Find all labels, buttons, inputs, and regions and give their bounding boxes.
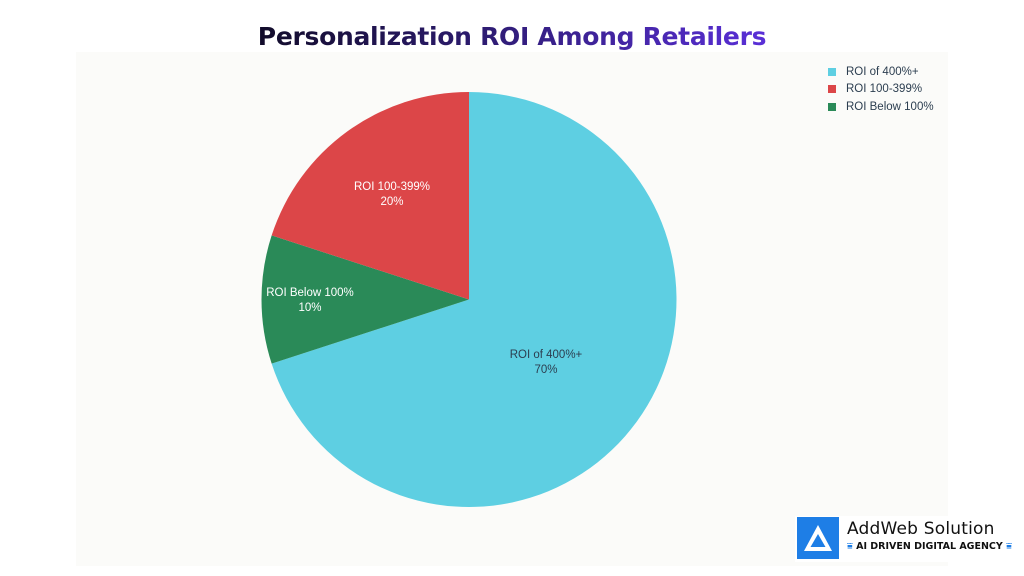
tagline-text: AI DRIVEN DIGITAL AGENCY <box>856 541 1003 552</box>
chart-title-text: Personalization ROI Among Retailers <box>257 22 767 51</box>
legend-swatch <box>828 102 836 111</box>
pie-slice-roi-400-plus[interactable] <box>271 92 677 508</box>
legend-item-roi-below-100[interactable]: ROI Below 100% <box>828 98 934 116</box>
slice-label-roi-below-100-name: ROI Below 100% <box>266 287 354 299</box>
logo-name: AddWeb Solution <box>847 519 995 539</box>
tagline-deco-right-icon: ⩸ <box>1006 541 1012 552</box>
slice-label-roi-100-399-value: 20% <box>380 196 403 208</box>
logo-tagline: ⩸ AI DRIVEN DIGITAL AGENCY ⩸ <box>847 541 1012 552</box>
slice-label-roi-below-100-value: 10% <box>298 302 321 314</box>
slice-label-roi-100-399-name: ROI 100-399% <box>354 181 430 193</box>
tagline-deco-left-icon: ⩸ <box>847 541 853 552</box>
legend-swatch <box>828 67 836 76</box>
addweb-logo-mark-icon <box>797 517 839 559</box>
legend: ROI of 400%+ ROI 100-399% ROI Below 100% <box>828 63 934 116</box>
legend-label: ROI of 400%+ <box>846 65 919 78</box>
pie-slice-roi-100-399[interactable] <box>271 92 469 300</box>
addweb-logo: AddWeb Solution ⩸ AI DRIVEN DIGITAL AGEN… <box>795 516 1015 562</box>
legend-label: ROI Below 100% <box>846 100 934 113</box>
slice-label-roi-400-value: 70% <box>534 364 557 376</box>
slice-label-roi-400-name: ROI of 400%+ <box>510 349 583 361</box>
legend-swatch <box>828 85 836 94</box>
legend-item-roi-400-plus[interactable]: ROI of 400%+ <box>828 63 934 81</box>
legend-item-roi-100-399[interactable]: ROI 100-399% <box>828 81 934 99</box>
legend-label: ROI 100-399% <box>846 83 923 96</box>
pie-slice-roi-below-100[interactable] <box>261 235 469 364</box>
chart-title: Personalization ROI Among Retailers <box>0 22 1024 51</box>
